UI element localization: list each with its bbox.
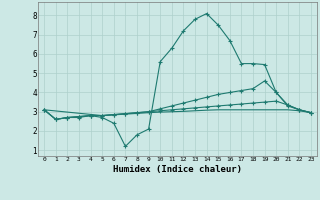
X-axis label: Humidex (Indice chaleur): Humidex (Indice chaleur) <box>113 165 242 174</box>
